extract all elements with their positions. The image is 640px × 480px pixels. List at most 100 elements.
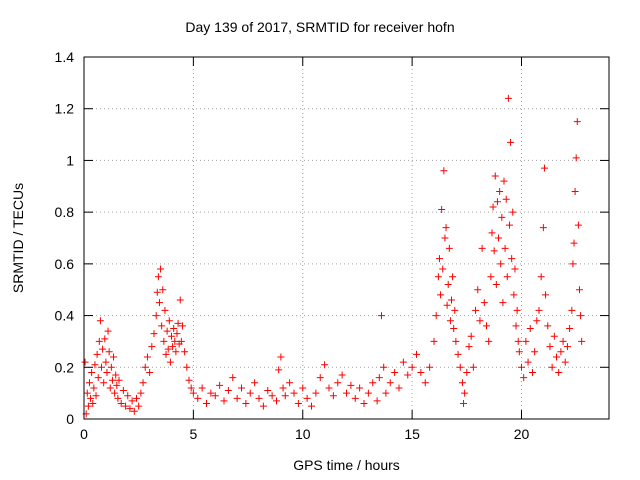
data-point [325, 384, 333, 392]
data-point [574, 221, 582, 229]
data-point [181, 348, 189, 356]
data-point [198, 384, 206, 392]
data-point [578, 337, 586, 345]
data-point [290, 389, 298, 397]
data-point [268, 392, 276, 400]
data-point [445, 244, 453, 252]
data-point [550, 332, 558, 340]
data-point [493, 198, 501, 206]
data-point [169, 343, 177, 351]
data-point [98, 363, 105, 371]
data-point [399, 358, 407, 366]
y-tick-label: 1.2 [55, 101, 75, 117]
data-point [526, 325, 534, 332]
data-point [259, 402, 267, 410]
data-point [375, 374, 383, 382]
data-point [114, 394, 122, 402]
data-point [99, 345, 107, 353]
data-point [95, 337, 103, 345]
plot-frame [83, 56, 610, 420]
data-point [497, 260, 505, 268]
data-point [105, 348, 113, 356]
data-point [435, 255, 443, 263]
data-point [548, 363, 556, 371]
x-tick-label: 0 [80, 426, 88, 442]
data-point [563, 343, 571, 351]
data-point [467, 332, 475, 340]
data-point [183, 363, 191, 371]
data-point [104, 327, 112, 335]
data-point [561, 358, 569, 366]
data-point [88, 368, 96, 376]
data-point [148, 343, 156, 351]
data-point [128, 397, 136, 405]
data-point [281, 392, 289, 400]
data-point [168, 332, 175, 340]
data-point [166, 358, 174, 366]
data-point [499, 299, 507, 307]
data-point [107, 363, 115, 371]
data-point [408, 363, 416, 371]
data-point [539, 224, 547, 232]
data-point [159, 286, 167, 294]
data-point [478, 244, 486, 252]
data-point [566, 325, 574, 332]
data-point [246, 389, 254, 397]
data-point [496, 187, 504, 195]
data-point [364, 389, 372, 397]
y-tick-label: 1.4 [55, 49, 75, 65]
data-point [122, 402, 130, 410]
data-point [194, 394, 202, 402]
data-point [373, 397, 381, 405]
data-point [152, 312, 160, 320]
data-point [216, 381, 224, 389]
data-point [537, 273, 545, 281]
data-point [89, 399, 97, 407]
data-point [137, 389, 145, 397]
data-point [513, 306, 521, 314]
data-point [211, 392, 219, 400]
data-point [432, 312, 440, 320]
data-point [85, 379, 93, 387]
data-point [185, 376, 193, 384]
data-point [404, 371, 412, 379]
data-point [251, 379, 259, 387]
data-point [518, 363, 525, 371]
data-point [356, 384, 364, 392]
data-point [512, 322, 520, 330]
data-point [504, 94, 512, 102]
data-point [555, 368, 563, 376]
data-point [382, 389, 390, 397]
data-point [130, 407, 138, 415]
data-point [299, 384, 307, 392]
data-point [161, 306, 169, 314]
data-point [360, 399, 368, 407]
data-point [238, 384, 245, 392]
data-point [115, 376, 123, 384]
y-axis-label: SRMTID / TECUs [10, 182, 26, 294]
data-point [139, 379, 147, 387]
data-point [442, 224, 450, 232]
data-point [207, 389, 215, 397]
data-point [488, 229, 496, 237]
data-point [441, 234, 449, 242]
data-point [158, 322, 166, 330]
data-point [275, 366, 283, 374]
data-point [220, 397, 228, 405]
data-point [528, 368, 536, 376]
data-point [544, 322, 552, 330]
data-point [133, 394, 140, 402]
data-point [100, 379, 108, 387]
x-tick-label: 5 [189, 426, 197, 442]
data-point [351, 394, 359, 402]
data-point [111, 389, 119, 397]
data-point [491, 172, 499, 180]
data-point [279, 384, 287, 392]
data-point [456, 363, 464, 371]
data-point [476, 317, 484, 325]
data-point [570, 239, 578, 247]
data-point [172, 348, 180, 356]
data-point [91, 361, 99, 369]
data-point [503, 273, 511, 281]
